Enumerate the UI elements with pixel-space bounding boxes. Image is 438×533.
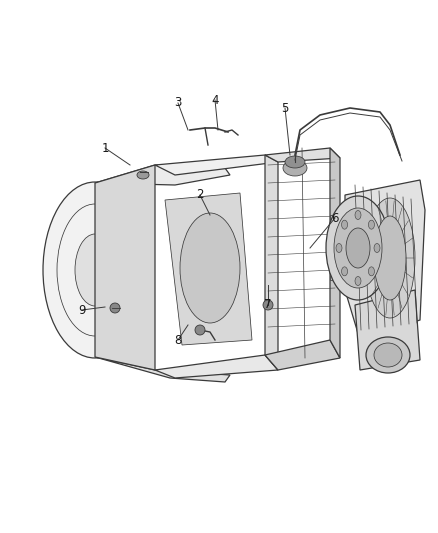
Text: 8: 8 [174,334,182,346]
Polygon shape [165,193,252,345]
Text: 5: 5 [281,101,289,115]
Polygon shape [355,290,420,370]
Ellipse shape [334,208,382,288]
Text: 4: 4 [211,93,219,107]
Ellipse shape [366,337,410,373]
Polygon shape [155,355,278,378]
Text: 7: 7 [264,298,272,311]
Ellipse shape [355,211,361,220]
Ellipse shape [180,213,240,323]
Polygon shape [330,215,345,280]
Ellipse shape [374,343,402,367]
Ellipse shape [285,156,305,168]
Ellipse shape [365,198,415,318]
Text: 1: 1 [101,141,109,155]
Text: 9: 9 [78,303,86,317]
Text: 6: 6 [331,212,339,224]
Ellipse shape [368,220,374,229]
Ellipse shape [43,182,147,358]
Ellipse shape [137,171,149,179]
Ellipse shape [195,325,205,335]
Polygon shape [95,165,155,370]
Polygon shape [155,155,278,175]
Polygon shape [95,357,230,382]
Polygon shape [95,165,230,185]
Ellipse shape [263,300,273,310]
Polygon shape [265,340,340,370]
Text: 3: 3 [174,96,182,109]
Ellipse shape [326,196,390,300]
Text: 2: 2 [196,189,204,201]
Polygon shape [265,148,340,162]
Ellipse shape [374,216,406,300]
Ellipse shape [355,277,361,286]
Ellipse shape [342,220,348,229]
Ellipse shape [342,267,348,276]
Ellipse shape [336,244,342,253]
Ellipse shape [374,244,380,253]
Ellipse shape [110,303,120,313]
Ellipse shape [283,160,307,176]
Polygon shape [330,148,340,358]
Polygon shape [265,155,278,370]
Polygon shape [345,180,425,340]
Ellipse shape [346,228,370,268]
Ellipse shape [75,234,115,306]
Ellipse shape [368,267,374,276]
